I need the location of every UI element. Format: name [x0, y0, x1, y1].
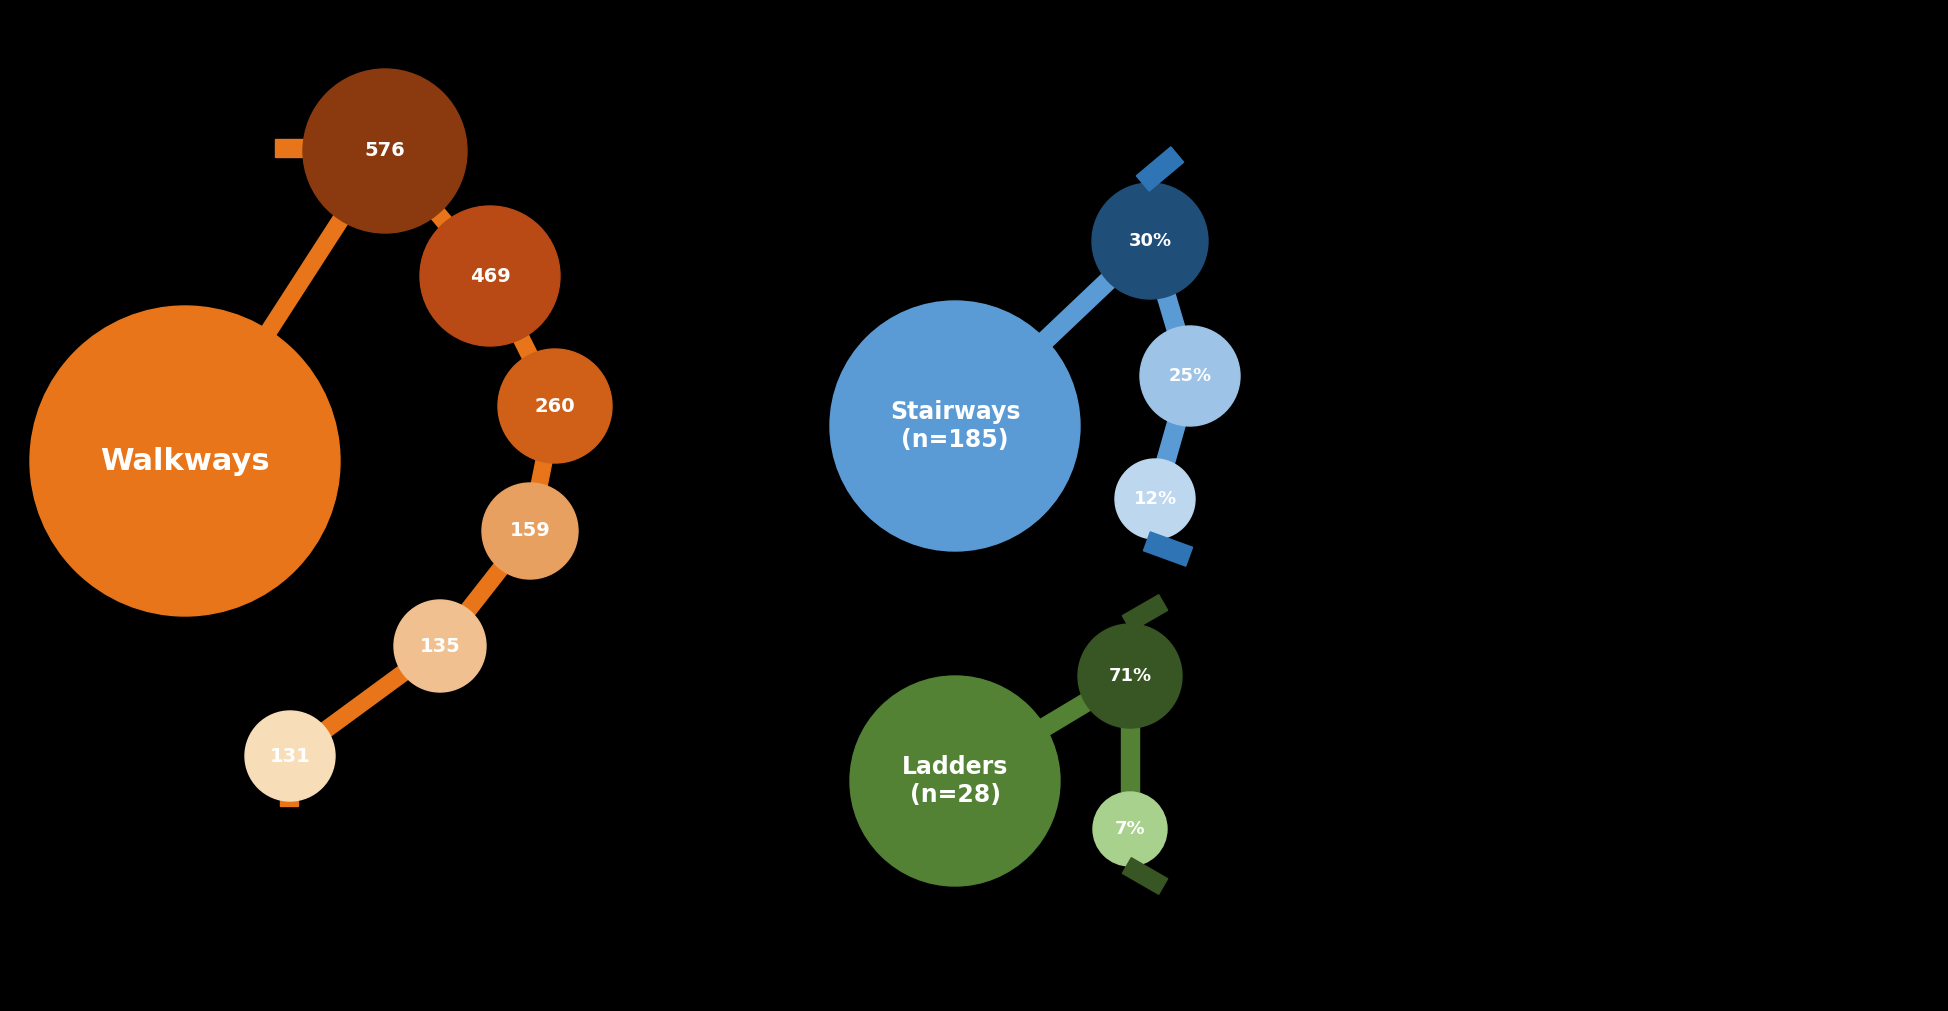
- Text: 12%: 12%: [1134, 490, 1177, 508]
- Polygon shape: [949, 235, 1157, 433]
- Bar: [281, 778, 298, 806]
- Circle shape: [29, 306, 341, 616]
- Polygon shape: [483, 272, 563, 409]
- Polygon shape: [1142, 239, 1198, 378]
- Polygon shape: [179, 147, 392, 465]
- Text: 135: 135: [419, 637, 460, 655]
- Polygon shape: [951, 668, 1134, 789]
- Circle shape: [499, 349, 612, 463]
- Circle shape: [830, 301, 1079, 551]
- Polygon shape: [1143, 532, 1192, 566]
- Circle shape: [393, 600, 485, 692]
- Text: 131: 131: [269, 746, 310, 765]
- Circle shape: [1114, 459, 1194, 539]
- Polygon shape: [522, 404, 563, 533]
- Text: 159: 159: [510, 522, 551, 541]
- Text: 260: 260: [534, 396, 575, 416]
- Polygon shape: [434, 526, 536, 651]
- Polygon shape: [1122, 857, 1167, 895]
- Text: 576: 576: [364, 142, 405, 161]
- Circle shape: [1077, 624, 1182, 728]
- Circle shape: [304, 69, 468, 233]
- Circle shape: [481, 483, 579, 579]
- Circle shape: [1093, 792, 1167, 866]
- Text: 25%: 25%: [1169, 367, 1212, 385]
- Polygon shape: [1145, 373, 1198, 501]
- Polygon shape: [1136, 147, 1184, 191]
- Text: Walkways: Walkways: [99, 447, 271, 475]
- Text: 7%: 7%: [1114, 820, 1145, 838]
- Text: Stairways
(n=185): Stairways (n=185): [890, 400, 1021, 452]
- Text: 469: 469: [469, 267, 510, 285]
- Circle shape: [1093, 183, 1208, 299]
- Polygon shape: [1122, 594, 1167, 631]
- Text: 71%: 71%: [1108, 667, 1151, 685]
- Circle shape: [849, 676, 1060, 886]
- Circle shape: [1140, 326, 1241, 426]
- Polygon shape: [1120, 676, 1140, 829]
- Circle shape: [421, 206, 559, 346]
- Bar: [275, 139, 318, 157]
- Polygon shape: [378, 146, 497, 281]
- Text: 30%: 30%: [1128, 232, 1171, 250]
- Text: Ladders
(n=28): Ladders (n=28): [902, 755, 1009, 807]
- Circle shape: [245, 711, 335, 801]
- Polygon shape: [284, 640, 444, 762]
